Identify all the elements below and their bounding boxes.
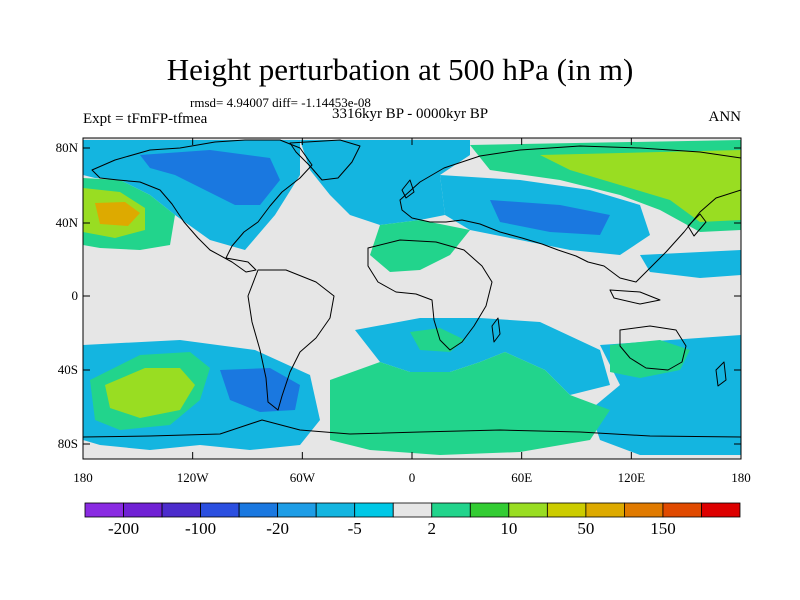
colorbar-swatch — [84, 502, 124, 518]
period-label: 3316kyr BP - 0000kyr BP — [331, 106, 489, 122]
colorbar-label: -100 — [185, 519, 216, 538]
eurasia-low-core — [490, 200, 610, 235]
south-pacific-low-core — [220, 368, 300, 412]
colorbar-swatch — [624, 502, 664, 518]
antarctica-outline — [83, 419, 741, 438]
colorbar-swatch — [701, 502, 741, 518]
north-pacific-high-peak — [95, 202, 140, 226]
colorbar-label: -5 — [348, 519, 362, 538]
colorbar-labels: -200 -100 -20 -5 2 10 50 150 — [108, 519, 676, 538]
south-america-outline — [247, 269, 335, 411]
colorbar-label: -200 — [108, 519, 139, 538]
australia-outline — [619, 325, 687, 371]
colorbar-label: -20 — [266, 519, 289, 538]
coastlines — [83, 139, 741, 438]
west-pacific-band — [640, 250, 741, 278]
contour-fields — [83, 138, 741, 459]
south-pacific-high-core — [105, 368, 195, 418]
lon-label: 60E — [511, 470, 532, 485]
colorbar-label: 2 — [428, 519, 437, 538]
colorbar-swatch — [277, 502, 317, 518]
lon-label: 180 — [731, 470, 751, 485]
colorbar-swatch — [431, 502, 471, 518]
colorbar-swatch — [469, 502, 510, 518]
experiment-label: Expt = tFmFP-tfmea — [83, 111, 208, 127]
lon-label: 120W — [177, 470, 210, 485]
lat-label: 80S — [58, 436, 78, 451]
colorbar-swatch — [546, 502, 587, 518]
colorbar — [84, 502, 741, 518]
map-title: Height perturbation at 500 hPa (in m) — [166, 52, 634, 87]
colorbar-swatch — [200, 502, 240, 518]
lon-label: 120E — [618, 470, 646, 485]
colorbar-label: 10 — [500, 519, 517, 538]
north-atlantic-low — [300, 140, 470, 225]
new-zealand-outline — [715, 361, 727, 387]
colorbar-swatch — [315, 502, 356, 518]
latitude-labels: 80N 40N 0 40S 80S — [56, 140, 79, 451]
colorbar-swatch — [123, 502, 163, 518]
lat-label: 80N — [56, 140, 79, 155]
lat-label: 40S — [58, 362, 78, 377]
colorbar-swatch — [585, 502, 625, 518]
north-america-outline — [91, 139, 313, 273]
axis-ticks — [82, 138, 742, 459]
colorbar-swatch — [392, 502, 433, 518]
lon-label: 60W — [290, 470, 316, 485]
lat-label: 0 — [72, 288, 79, 303]
japan-outline — [687, 213, 707, 237]
indonesia-outline — [609, 289, 661, 305]
south-atlantic-small-high — [410, 328, 465, 352]
southern-ocean-high — [330, 352, 610, 455]
colorbar-label: 150 — [650, 519, 676, 538]
lat-label: 40N — [56, 215, 79, 230]
uk-outline — [401, 179, 415, 199]
season-label: ANN — [708, 109, 742, 125]
longitude-labels: 180 120W 60W 0 60E 120E 180 — [73, 470, 751, 485]
colorbar-swatch — [161, 502, 201, 518]
colorbar-swatch — [662, 502, 702, 518]
stats-label: rmsd= 4.94007 diff= -1.14453e-08 — [190, 95, 371, 110]
north-america-low-core — [140, 150, 280, 205]
colorbar-label: 50 — [577, 519, 594, 538]
lon-label: 0 — [409, 470, 416, 485]
siberia-high-core — [540, 150, 741, 222]
madagascar-outline — [491, 317, 501, 343]
africa-outline — [367, 239, 493, 351]
greenland-outline — [289, 139, 361, 181]
lon-label: 180 — [73, 470, 93, 485]
mediterranean-high — [370, 220, 470, 272]
colorbar-swatch — [354, 502, 394, 518]
colorbar-swatch — [238, 502, 279, 518]
colorbar-swatch — [508, 502, 548, 518]
eurasia-outline — [399, 145, 741, 283]
